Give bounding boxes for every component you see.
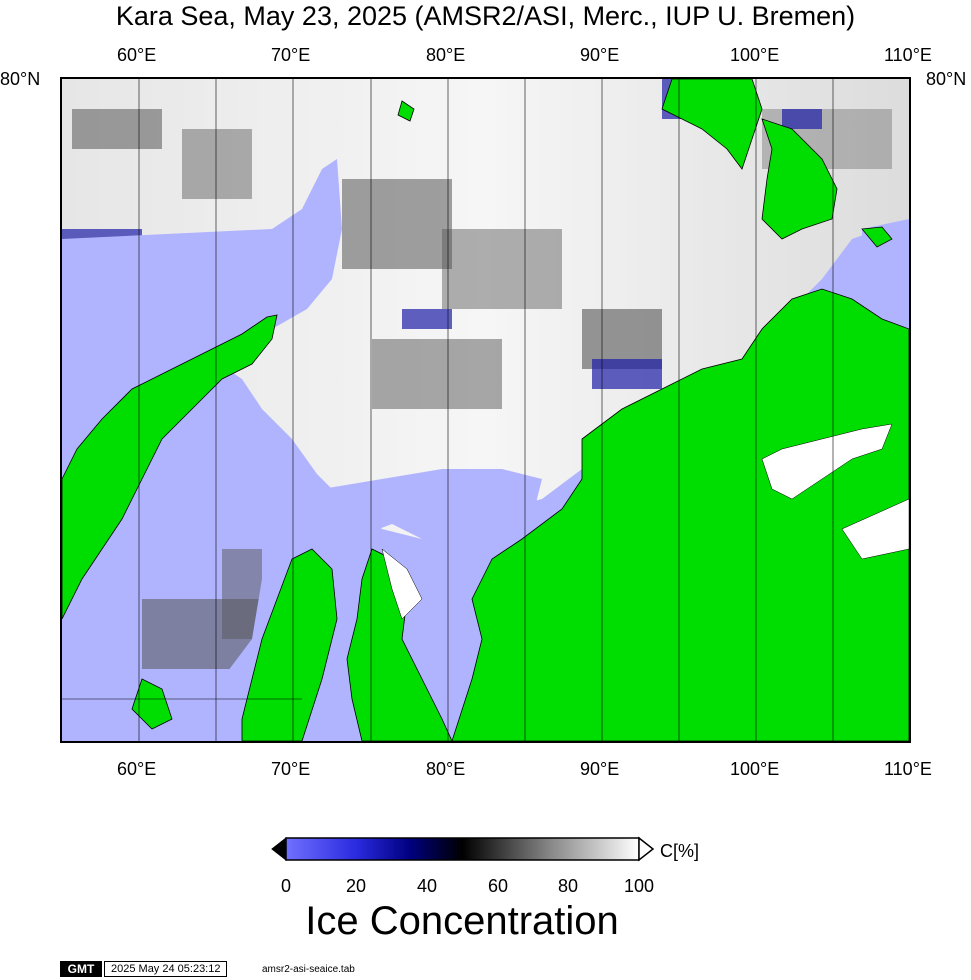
colorbar — [271, 836, 655, 862]
small-island-1 — [397, 100, 415, 122]
fast-ice — [381, 423, 909, 620]
lon-label-top-110: 110°E — [884, 45, 932, 65]
gmt-filename: amsr2-asi-seaice.tab — [262, 964, 355, 975]
small-island-2 — [861, 226, 893, 248]
severnaya-zemlya-east — [761, 118, 838, 240]
lon-label-top-100: 100°E — [730, 45, 780, 65]
lon-label-bottom-70: 70°E — [271, 759, 311, 779]
map-title: Kara Sea, May 23, 2025 (AMSR2/ASI, Merc.… — [115, 1, 856, 31]
gmt-timestamp: 2025 May 24 05:23:12 — [104, 961, 228, 977]
colorbar-tick-0: 0 — [280, 876, 292, 896]
gmt-logo: GMT — [60, 961, 102, 977]
lon-label-top-70: 70°E — [271, 45, 311, 65]
lat-label-left: 80°N — [0, 69, 41, 89]
lat-label-right: 80°N — [926, 69, 967, 89]
lon-label-bottom-100: 100°E — [730, 759, 780, 779]
graticule — [62, 79, 834, 741]
north-ice-field — [62, 79, 909, 539]
lon-label-bottom-80: 80°E — [426, 759, 466, 779]
colorbar-tick-20: 20 — [345, 876, 367, 896]
lon-label-bottom-60: 60°E — [117, 759, 157, 779]
colorbar-gradient — [285, 837, 640, 861]
lon-label-top-80: 80°E — [426, 45, 466, 65]
colorbar-high-arrow — [638, 836, 655, 862]
novaya-zemlya — [62, 314, 278, 620]
colorbar-low-arrow — [271, 836, 287, 862]
colorbar-tick-60: 60 — [487, 876, 509, 896]
ice-concentration-map — [60, 77, 911, 743]
land-masses — [62, 79, 909, 741]
lon-label-top-90: 90°E — [580, 45, 620, 65]
colorbar-tick-40: 40 — [416, 876, 438, 896]
colorbar-unit: C[%] — [660, 841, 700, 861]
colorbar-tick-80: 80 — [557, 876, 579, 896]
open-water-west — [62, 159, 342, 449]
colorbar-title: Ice Concentration — [305, 899, 619, 943]
lon-label-bottom-90: 90°E — [580, 759, 620, 779]
taymyr-peninsula — [451, 288, 909, 741]
small-island-3 — [131, 678, 173, 730]
severnaya-zemlya — [661, 79, 763, 170]
colorbar-tick-100: 100 — [623, 876, 655, 896]
lon-label-top-60: 60°E — [117, 45, 157, 65]
yamal-peninsula — [241, 548, 338, 741]
map-canvas — [62, 79, 909, 741]
lon-label-bottom-110: 110°E — [884, 759, 932, 779]
